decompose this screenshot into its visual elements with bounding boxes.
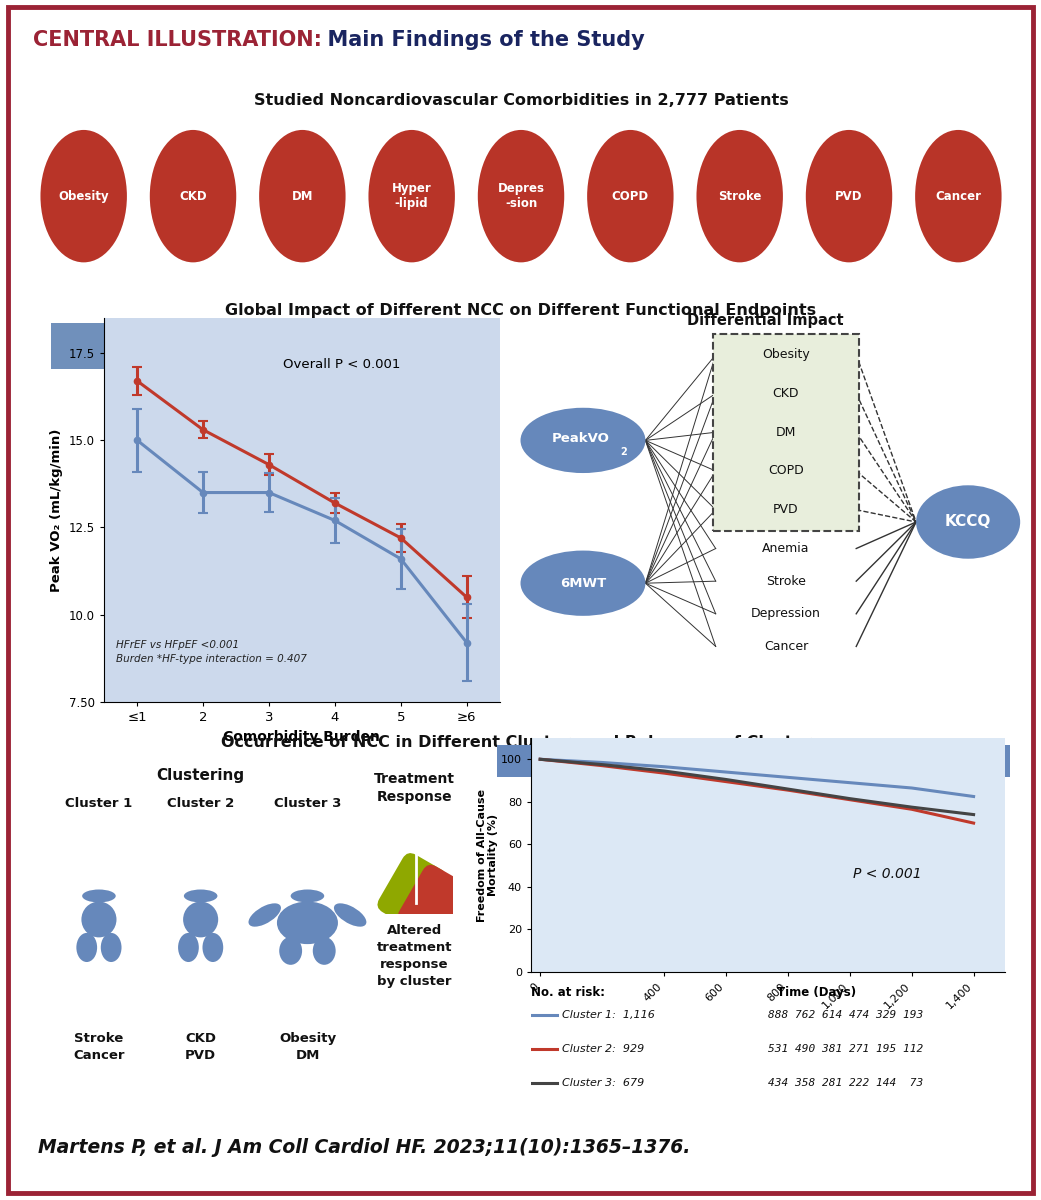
Text: 888 762 614 474 329 193: 888 762 614 474 329 193 [767,1009,923,1020]
Text: Stroke: Stroke [766,575,806,588]
FancyBboxPatch shape [497,745,1010,776]
Text: Treatment
Response: Treatment Response [374,773,455,804]
Text: Altered
treatment
response
by cluster: Altered treatment response by cluster [377,924,452,988]
Y-axis label: Freedom of All-Cause
Mortality (%): Freedom of All-Cause Mortality (%) [477,788,498,922]
Ellipse shape [806,130,892,263]
Ellipse shape [334,904,366,926]
Text: Stroke: Stroke [718,190,761,203]
Ellipse shape [41,130,127,263]
Ellipse shape [150,130,236,263]
Ellipse shape [369,130,455,263]
Ellipse shape [183,901,219,937]
Ellipse shape [279,937,302,965]
Ellipse shape [76,932,97,962]
Text: COPD: COPD [612,190,649,203]
Text: PeakVO: PeakVO [552,432,609,445]
Text: Cluster 1: Cluster 1 [66,797,132,810]
Text: Clustering: Clustering [156,768,245,782]
Ellipse shape [312,937,335,965]
Text: CENTRAL ILLUSTRATION:: CENTRAL ILLUSTRATION: [33,30,322,49]
X-axis label: Comorbidity Burden: Comorbidity Burden [224,730,380,744]
Ellipse shape [178,932,199,962]
Text: Main Findings of the Study: Main Findings of the Study [312,30,644,49]
Text: Clinical Outcome: Clinical Outcome [681,754,824,769]
Ellipse shape [81,901,117,937]
Text: CKD
PVD: CKD PVD [185,1032,217,1062]
Text: Cluster 3: Cluster 3 [274,797,341,810]
Ellipse shape [916,485,1020,559]
Text: Anemia: Anemia [762,542,810,556]
Text: Depression: Depression [751,607,821,620]
Ellipse shape [915,130,1001,263]
Ellipse shape [587,130,674,263]
Ellipse shape [277,901,338,944]
Text: Differential Impact: Differential Impact [687,313,843,329]
Text: Stroke
Cancer: Stroke Cancer [73,1032,125,1062]
Ellipse shape [520,408,645,473]
Text: 6MWT: 6MWT [560,577,606,589]
Text: Obesity: Obesity [762,348,810,361]
Text: 2: 2 [620,446,627,457]
Text: KCCQ: KCCQ [945,515,991,529]
Y-axis label: Peak VO₂ (mL/kg/min): Peak VO₂ (mL/kg/min) [50,428,64,592]
Ellipse shape [478,130,564,263]
Text: DM: DM [776,426,796,439]
Text: Cluster 3:  679: Cluster 3: 679 [562,1078,644,1087]
Ellipse shape [101,932,122,962]
FancyBboxPatch shape [51,323,483,368]
Text: Occurrence of NCC in Different Clusters and Relevance of Clusters: Occurrence of NCC in Different Clusters … [221,736,821,750]
Ellipse shape [520,551,645,616]
Text: Time (Days): Time (Days) [778,985,857,998]
Text: Cumulative Impact: Cumulative Impact [186,338,348,354]
Text: Cluster 2:  929: Cluster 2: 929 [562,1044,644,1054]
Text: CKD: CKD [179,190,207,203]
Text: Hyper
-lipid: Hyper -lipid [391,182,432,210]
Text: No. at risk:: No. at risk: [531,985,605,998]
Text: 531 490 381 271 195 112: 531 490 381 271 195 112 [767,1044,923,1054]
Ellipse shape [203,932,223,962]
Ellipse shape [82,889,116,902]
Text: 434 358 281 222 144  73: 434 358 281 222 144 73 [767,1078,923,1087]
Text: Cancer: Cancer [936,190,982,203]
Text: PVD: PVD [773,503,798,516]
Text: Depres
-sion: Depres -sion [498,182,544,210]
Ellipse shape [696,130,783,263]
Text: DM: DM [291,190,313,203]
Text: Studied Noncardiovascular Comorbidities in 2,777 Patients: Studied Noncardiovascular Comorbidities … [254,92,788,108]
Text: COPD: COPD [768,464,804,478]
Ellipse shape [184,889,218,902]
Text: Overall P < 0.001: Overall P < 0.001 [283,358,400,371]
Text: PVD: PVD [835,190,863,203]
Ellipse shape [290,889,324,902]
FancyBboxPatch shape [713,334,859,532]
Text: HFrEF vs HFpEF <0.001
Burden *HF-type interaction = 0.407: HFrEF vs HFpEF <0.001 Burden *HF-type in… [116,641,307,664]
Text: CKD: CKD [772,386,799,400]
Text: Global Impact of Different NCC on Different Functional Endpoints: Global Impact of Different NCC on Differ… [226,302,816,318]
Text: Cancer: Cancer [764,640,808,653]
Text: Cluster 1:  1,116: Cluster 1: 1,116 [562,1009,655,1020]
Ellipse shape [259,130,346,263]
Text: Martens P, et al. J Am Coll Cardiol HF. 2023;11(10):1365–1376.: Martens P, et al. J Am Coll Cardiol HF. … [37,1138,690,1157]
Text: Obesity: Obesity [58,190,109,203]
Text: Obesity
DM: Obesity DM [279,1032,336,1062]
Text: Cluster 2: Cluster 2 [167,797,234,810]
Ellipse shape [249,904,281,926]
FancyBboxPatch shape [378,853,447,929]
Text: P < 0.001: P < 0.001 [853,868,921,881]
FancyBboxPatch shape [398,865,467,941]
